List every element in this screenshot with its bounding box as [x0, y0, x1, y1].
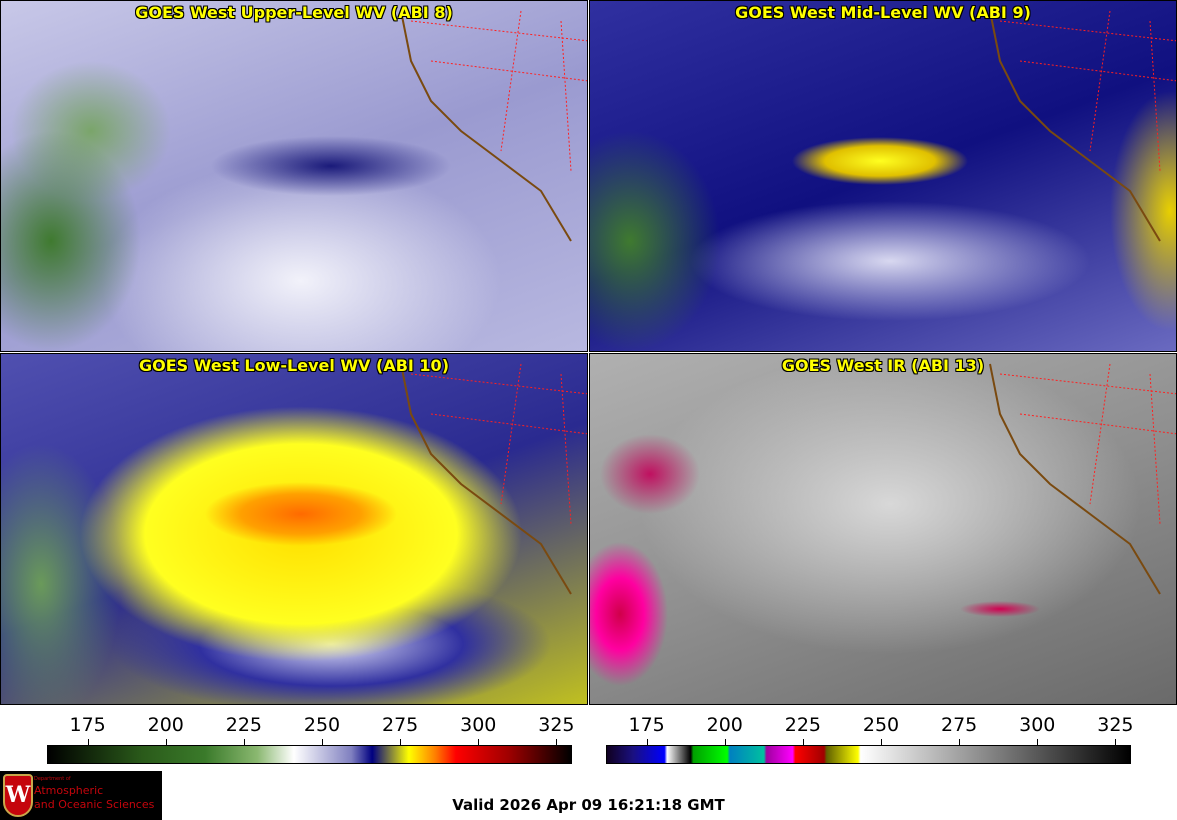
wv-colorbar [47, 745, 572, 764]
coastline-overlay [989, 363, 1176, 595]
coastline-overlay [400, 10, 587, 242]
coastline-overlay [989, 10, 1176, 242]
aos-logo: W Department of Atmospheric and Oceanic … [0, 771, 162, 820]
panel-title: GOES West IR (ABI 13) [781, 356, 985, 375]
colorbar-tick [87, 739, 89, 745]
colorbar-tick-label: 275 [940, 714, 978, 736]
coastline-overlay [400, 363, 587, 595]
logo-line-2: Atmospheric [34, 784, 104, 797]
low-level-wv-panel: GOES West Low-Level WV (ABI 10) [0, 353, 588, 705]
ir-colorbar [606, 745, 1131, 764]
colorbar-tick-label: 175 [628, 714, 665, 736]
ir-panel: GOES West IR (ABI 13) [589, 353, 1177, 705]
colorbar-tick-label: 325 [538, 714, 575, 736]
colorbar-tick [959, 739, 961, 745]
colorbar-tick-label: 250 [862, 714, 900, 736]
colorbar-tick-label: 200 [706, 714, 743, 736]
colorbar-tick-label: 200 [147, 714, 184, 736]
colorbar-tick-label: 325 [1097, 714, 1134, 736]
mid-level-wv-panel: GOES West Mid-Level WV (ABI 9) [589, 0, 1177, 352]
colorbar-tick-label: 275 [381, 714, 419, 736]
colorbar-tick-label: 175 [69, 714, 106, 736]
panel-title: GOES West Mid-Level WV (ABI 9) [735, 3, 1031, 22]
colorbar-tick [802, 739, 804, 745]
colorbar-tick-label: 225 [784, 714, 821, 736]
uw-shield-icon: W [3, 774, 33, 817]
colorbar-tick-label: 250 [303, 714, 341, 736]
colorbar-tick [400, 739, 402, 745]
colorbar-tick [322, 739, 323, 745]
colorbar-tick [1037, 739, 1039, 745]
colorbar-tick-label: 300 [1019, 714, 1056, 736]
panel-title: GOES West Low-Level WV (ABI 10) [138, 356, 449, 375]
upper-level-wv-panel: GOES West Upper-Level WV (ABI 8) [0, 0, 588, 352]
colorbar-tick [478, 739, 480, 745]
colorbar-tick [556, 739, 558, 745]
colorbar-tick [646, 739, 648, 745]
colorbar-tick [1115, 739, 1117, 745]
valid-time: Valid 2026 Apr 09 16:21:18 GMT [452, 796, 725, 814]
colorbar-tick [243, 739, 245, 745]
colorbar-tick-label: 225 [225, 714, 262, 736]
colorbar-tick [165, 739, 167, 745]
panel-title: GOES West Upper-Level WV (ABI 8) [135, 3, 453, 22]
colorbar-tick [724, 739, 726, 745]
colorbar-tick-label: 300 [460, 714, 497, 736]
colorbar-tick [881, 739, 882, 745]
logo-line-1: Department of [34, 776, 71, 782]
logo-line-3: and Oceanic Sciences [34, 798, 155, 811]
